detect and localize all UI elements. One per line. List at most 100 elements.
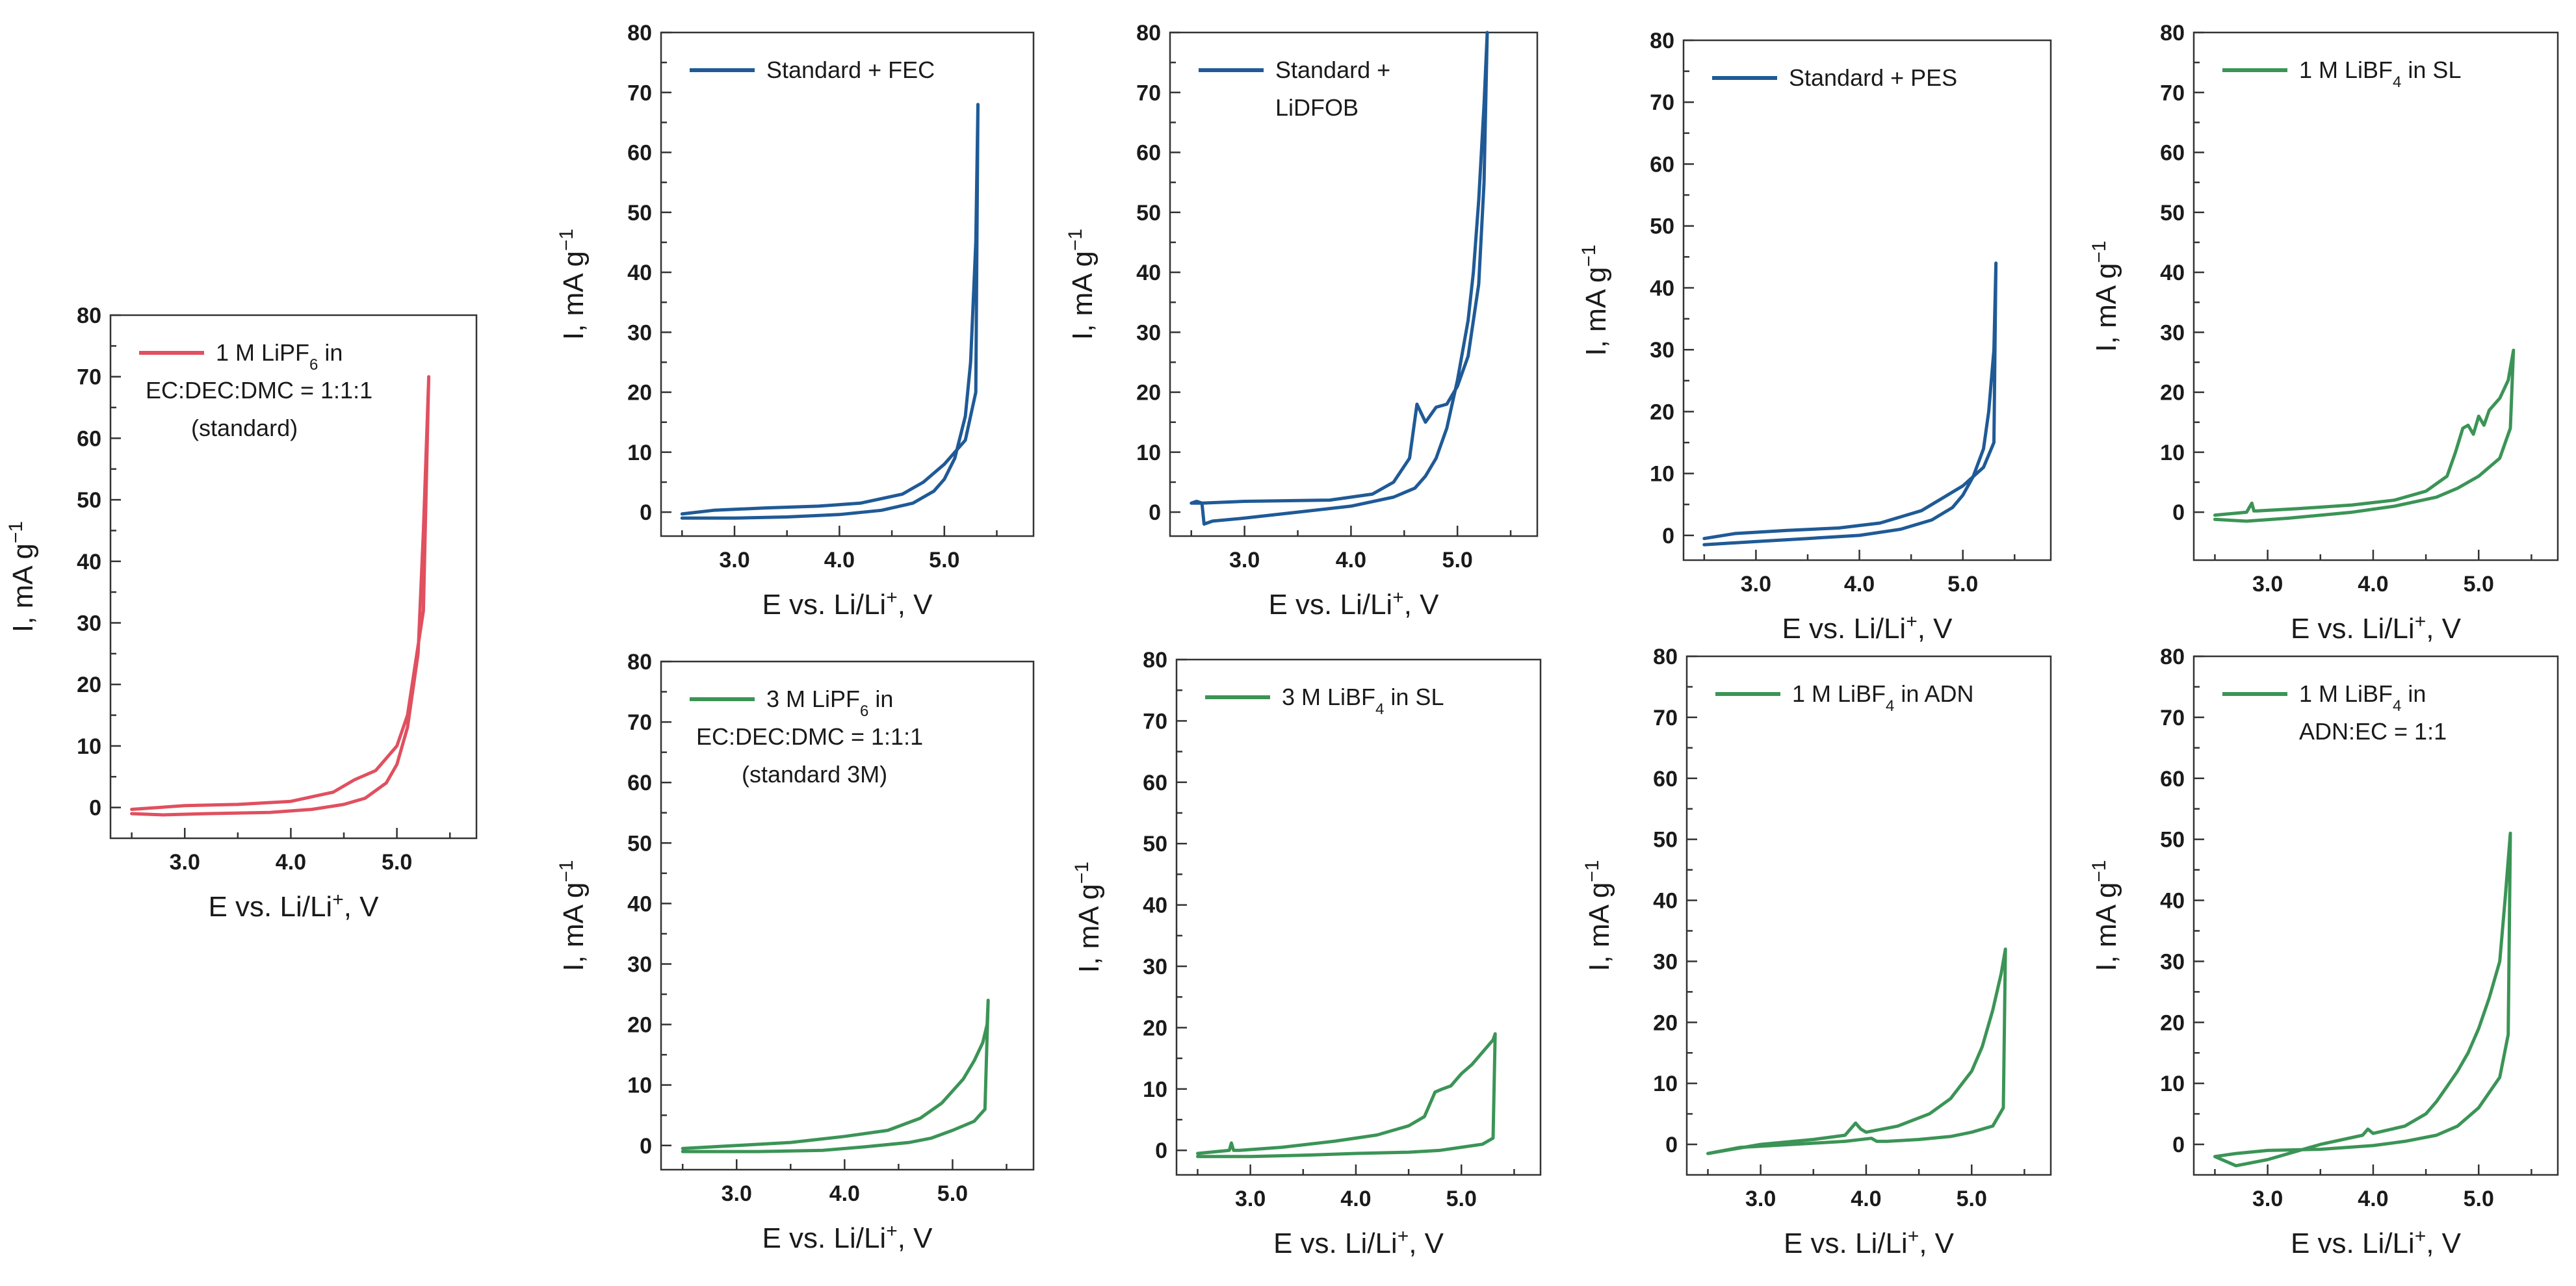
legend-text: 1 M LiBF4 in	[2299, 680, 2426, 715]
y-tick-label: 20	[1143, 1016, 1167, 1040]
y-tick-label: 0	[2172, 1133, 2185, 1157]
y-tick-label: 0	[1662, 524, 1674, 548]
x-tick-label: 5.0	[2464, 1187, 2494, 1211]
y-tick-label: 80	[1653, 645, 1678, 669]
y-tick-label: 20	[2160, 381, 2185, 405]
y-tick-label: 40	[2160, 889, 2185, 914]
y-tick-label: 40	[1650, 276, 1674, 301]
x-tick-label: 3.0	[1229, 548, 1260, 572]
y-tick-label: 10	[1653, 1072, 1678, 1096]
y-tick-label: 70	[1650, 90, 1674, 115]
y-tick-label: 10	[627, 1074, 652, 1098]
plot-frame	[1685, 655, 2052, 1176]
y-tick-label: 30	[2160, 949, 2185, 974]
y-tick-label: 70	[627, 710, 652, 735]
x-tick-label: 5.0	[937, 1181, 968, 1206]
x-tick-label: 4.0	[1844, 572, 1875, 597]
x-tick-label: 5.0	[382, 850, 412, 875]
y-tick-label: 60	[2160, 141, 2185, 166]
y-tick-label: 30	[1136, 320, 1161, 345]
y-tick-label: 80	[627, 21, 652, 45]
plot-frame	[1682, 39, 2052, 561]
plot-frame	[660, 660, 1035, 1171]
series-line	[2213, 348, 2516, 523]
y-tick-label: 20	[77, 673, 101, 697]
plot-frame	[660, 31, 1035, 537]
y-tick-label: 30	[1650, 338, 1674, 363]
x-tick-label: 5.0	[1957, 1187, 1987, 1211]
y-tick-label: 0	[89, 796, 101, 821]
legend-text: 1 M LiBF4 in SL	[2299, 57, 2461, 91]
y-tick-label: 20	[627, 1013, 652, 1038]
x-axis-label: E vs. Li/Li+, V	[2291, 611, 2462, 645]
plot-frame	[1175, 658, 1542, 1176]
legend-text: 1 M LiPF6 in	[216, 339, 343, 374]
y-axis-label: I, mA g−1	[556, 860, 590, 971]
y-tick-label: 0	[2172, 500, 2185, 525]
y-tick-label: 40	[627, 892, 652, 916]
chart-libf4-sl: 0 10 20 30 40 50 60 70 80 3.0 4.0 5.0E vs. Li/Li+, …	[2088, 21, 2559, 645]
y-tick-label: 80	[1650, 29, 1674, 53]
y-tick-label: 40	[1143, 894, 1167, 918]
y-tick-label: 30	[1143, 955, 1167, 979]
plot-frame	[2192, 31, 2559, 561]
y-tick-label: 70	[1143, 709, 1167, 734]
legend-text: 3 M LiBF4 in SL	[1282, 684, 1444, 718]
y-tick-label: 70	[1653, 706, 1678, 730]
series-line	[1706, 947, 2007, 1155]
x-axis-label: E vs. Li/Li+, V	[2291, 1226, 2462, 1260]
x-tick-label: 4.0	[824, 548, 855, 572]
x-tick-label: 4.0	[829, 1181, 860, 1206]
legend-text: 1 M LiBF4 in ADN	[1792, 680, 1973, 715]
x-tick-label: 4.0	[2358, 572, 2388, 597]
legend-text: (standard)	[191, 415, 298, 441]
y-tick-label: 40	[1136, 261, 1161, 285]
y-tick-label: 20	[2160, 1010, 2185, 1035]
x-axis-label: E vs. Li/Li+, V	[1784, 1226, 1955, 1260]
x-tick-label: 3.0	[719, 548, 749, 572]
x-axis-label: E vs. Li/Li+, V	[1273, 1226, 1444, 1260]
x-tick-label: 3.0	[2252, 1187, 2283, 1211]
y-tick-label: 10	[77, 734, 101, 759]
y-tick-label: 20	[1650, 400, 1674, 424]
x-tick-label: 5.0	[929, 548, 959, 572]
y-tick-label: 10	[1136, 441, 1161, 465]
x-tick-label: 3.0	[1745, 1187, 1776, 1211]
x-axis-label: E vs. Li/Li+, V	[1268, 587, 1439, 621]
y-tick-label: 30	[627, 952, 652, 977]
y-tick-label: 70	[2160, 81, 2185, 105]
y-tick-label: 10	[2160, 1072, 2185, 1096]
legend-text: (standard 3M)	[742, 761, 887, 788]
x-tick-label: 4.0	[276, 850, 306, 875]
series-line	[1196, 1032, 1497, 1159]
legend-text: EC:DEC:DMC = 1:1:1	[146, 377, 372, 404]
legend-text: Standard + PES	[1789, 64, 1957, 91]
chart-standard-lidfob: 0 10 20 30 40 50 60 70 80 3.0 4.0 5.0E vs. Li/Li+, …	[1065, 21, 1539, 621]
y-tick-label: 80	[1136, 21, 1161, 45]
legend-text: EC:DEC:DMC = 1:1:1	[696, 723, 923, 750]
y-tick-label: 60	[2160, 767, 2185, 791]
y-tick-label: 0	[1149, 500, 1161, 525]
x-axis-label: E vs. Li/Li+, V	[762, 1220, 933, 1255]
y-axis-label: I, mA g−1	[1581, 860, 1616, 971]
y-tick-label: 20	[1136, 381, 1161, 405]
x-tick-label: 5.0	[1442, 548, 1473, 572]
legend-text: LiDFOB	[1275, 94, 1359, 121]
y-tick-label: 40	[627, 261, 652, 285]
chart-standard-pes: 0 10 20 30 40 50 60 70 80 3.0 4.0 5.0 E vs. Li/Li+, …	[1578, 29, 2052, 645]
y-tick-label: 30	[1653, 949, 1678, 974]
series-line	[680, 103, 980, 520]
x-axis-label: E vs. Li/Li+, V	[1782, 611, 1953, 645]
y-tick-label: 30	[77, 611, 101, 636]
y-tick-label: 80	[2160, 21, 2185, 45]
series-line	[1702, 261, 1998, 547]
series-line	[1190, 31, 1489, 526]
legend-text: Standard + FEC	[766, 57, 935, 83]
x-tick-label: 3.0	[2252, 572, 2283, 597]
y-tick-label: 80	[627, 650, 652, 675]
y-tick-label: 80	[77, 303, 101, 328]
y-tick-label: 60	[1650, 152, 1674, 177]
x-tick-label: 5.0	[1947, 572, 1978, 597]
y-tick-label: 0	[1665, 1133, 1678, 1157]
y-tick-label: 60	[1136, 141, 1161, 166]
